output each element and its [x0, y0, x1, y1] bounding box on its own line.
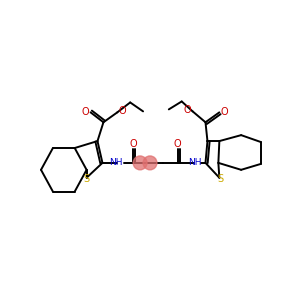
Text: O: O	[174, 139, 182, 149]
Circle shape	[133, 156, 147, 170]
Text: NH: NH	[110, 158, 123, 167]
Text: O: O	[82, 107, 89, 117]
Text: O: O	[184, 105, 191, 116]
Text: NH: NH	[188, 158, 201, 167]
Text: O: O	[118, 106, 126, 116]
Text: S: S	[83, 174, 90, 184]
Circle shape	[143, 156, 157, 170]
Text: S: S	[217, 174, 224, 184]
Text: O: O	[220, 107, 228, 117]
Text: O: O	[129, 139, 137, 149]
